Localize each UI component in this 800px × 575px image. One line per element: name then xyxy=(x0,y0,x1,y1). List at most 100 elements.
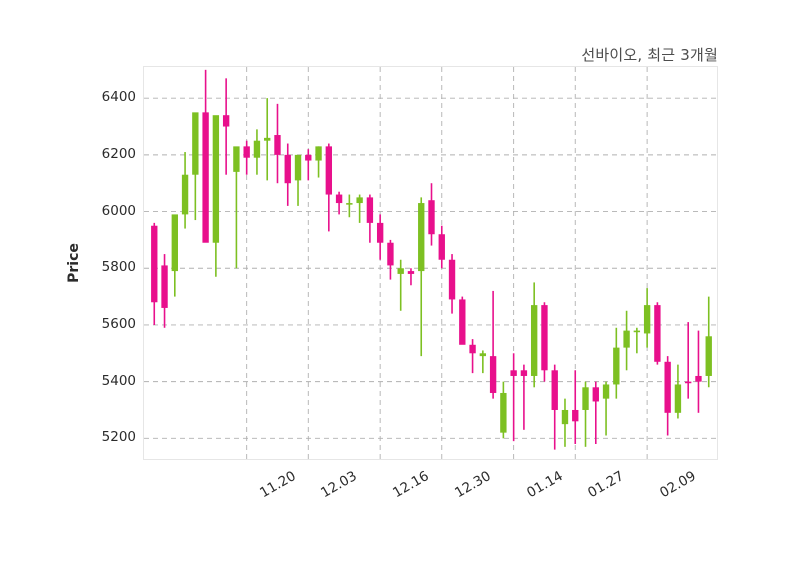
y-tick-label: 5800 xyxy=(101,259,136,276)
candlestick xyxy=(366,194,374,243)
candlestick xyxy=(520,364,528,430)
x-tick-label: 12.30 xyxy=(451,468,494,502)
x-tick-label: 01.14 xyxy=(523,468,566,502)
candle-body xyxy=(438,234,445,260)
candlestick xyxy=(151,222,158,325)
candlestick xyxy=(243,140,250,175)
candlestick xyxy=(633,327,641,354)
candlestick xyxy=(264,98,271,181)
candlestick-series xyxy=(144,67,719,461)
candlestick xyxy=(572,370,579,444)
candle-body xyxy=(510,370,517,376)
candle-body xyxy=(366,197,374,223)
candlestick xyxy=(561,398,569,447)
candlestick xyxy=(551,364,558,450)
candle-body xyxy=(623,330,630,348)
x-tick-label: 12.03 xyxy=(318,468,360,502)
candle-body xyxy=(233,146,240,172)
candle-body xyxy=(407,271,415,274)
candle-body xyxy=(459,299,466,345)
chart-title: 선바이오, 최근 3개월 xyxy=(581,46,718,64)
candle-body xyxy=(500,392,507,433)
candle-body xyxy=(418,203,425,272)
candlestick xyxy=(479,350,487,374)
candle-body xyxy=(469,344,476,354)
candle-body xyxy=(151,225,158,303)
candlestick xyxy=(284,143,291,206)
candlestick xyxy=(448,254,456,314)
candlestick xyxy=(613,327,620,399)
candle-body xyxy=(654,305,661,362)
candlestick xyxy=(489,290,497,399)
candle-body xyxy=(387,242,394,266)
y-tick-label: 5600 xyxy=(101,315,136,332)
candlestick xyxy=(469,339,476,374)
candle-body xyxy=(561,409,569,425)
candle-body xyxy=(284,154,291,184)
x-tick-label: 11.20 xyxy=(256,468,299,502)
candle-body xyxy=(479,353,487,357)
candle-body xyxy=(335,194,343,204)
candle-body xyxy=(530,305,538,376)
candlestick xyxy=(541,302,548,382)
candle-body xyxy=(428,200,435,235)
candlestick xyxy=(397,259,404,311)
candlestick xyxy=(315,146,322,178)
candle-body xyxy=(592,387,599,402)
candle-body xyxy=(161,265,168,308)
candlestick xyxy=(325,143,333,232)
candlestick xyxy=(335,191,343,215)
candlestick xyxy=(233,146,240,269)
candle-body xyxy=(294,154,302,181)
candlestick-plot-area[interactable] xyxy=(143,66,719,461)
candle-body xyxy=(243,146,250,158)
candle-body xyxy=(264,137,271,141)
candle-body xyxy=(212,115,220,243)
candlestick xyxy=(582,381,589,447)
candlestick xyxy=(346,194,353,218)
y-tick-label: 6400 xyxy=(101,89,136,106)
candle-body xyxy=(633,330,641,333)
candlestick xyxy=(685,322,692,399)
candle-body xyxy=(181,174,189,215)
candlestick xyxy=(438,225,445,269)
candlestick xyxy=(202,69,209,243)
candlestick xyxy=(356,194,363,223)
y-tick-label: 5200 xyxy=(101,429,136,446)
candlestick xyxy=(305,149,312,181)
candlestick xyxy=(654,302,661,365)
candle-body xyxy=(253,140,261,158)
candle-body xyxy=(685,381,692,384)
candle-body xyxy=(171,214,178,272)
candlestick xyxy=(274,103,281,184)
candle-body xyxy=(674,384,682,413)
candle-body xyxy=(192,112,199,175)
candlestick xyxy=(387,239,394,280)
candle-body xyxy=(305,154,312,161)
candle-body xyxy=(705,336,712,376)
candlestick xyxy=(161,254,168,328)
candle-body xyxy=(572,409,579,422)
candle-body xyxy=(274,135,281,155)
candlestick xyxy=(664,356,671,436)
candlestick xyxy=(695,330,702,413)
candlestick xyxy=(222,78,230,175)
candlestick xyxy=(171,214,178,297)
x-tick-label: 12.16 xyxy=(390,468,432,502)
candle-body xyxy=(325,146,333,195)
candlestick xyxy=(592,381,599,444)
candlestick xyxy=(705,296,712,388)
candlestick xyxy=(212,115,220,277)
candle-body xyxy=(448,259,456,300)
candlestick xyxy=(500,381,507,439)
candlestick xyxy=(418,197,425,357)
candle-body xyxy=(489,356,497,393)
candle-body xyxy=(346,203,353,205)
x-tick-label: 01.27 xyxy=(585,468,627,502)
candle-body xyxy=(664,361,671,413)
candle-body xyxy=(541,305,548,371)
candlestick xyxy=(253,129,261,175)
candle-body xyxy=(397,268,404,274)
y-axis-label: Price xyxy=(66,243,82,283)
